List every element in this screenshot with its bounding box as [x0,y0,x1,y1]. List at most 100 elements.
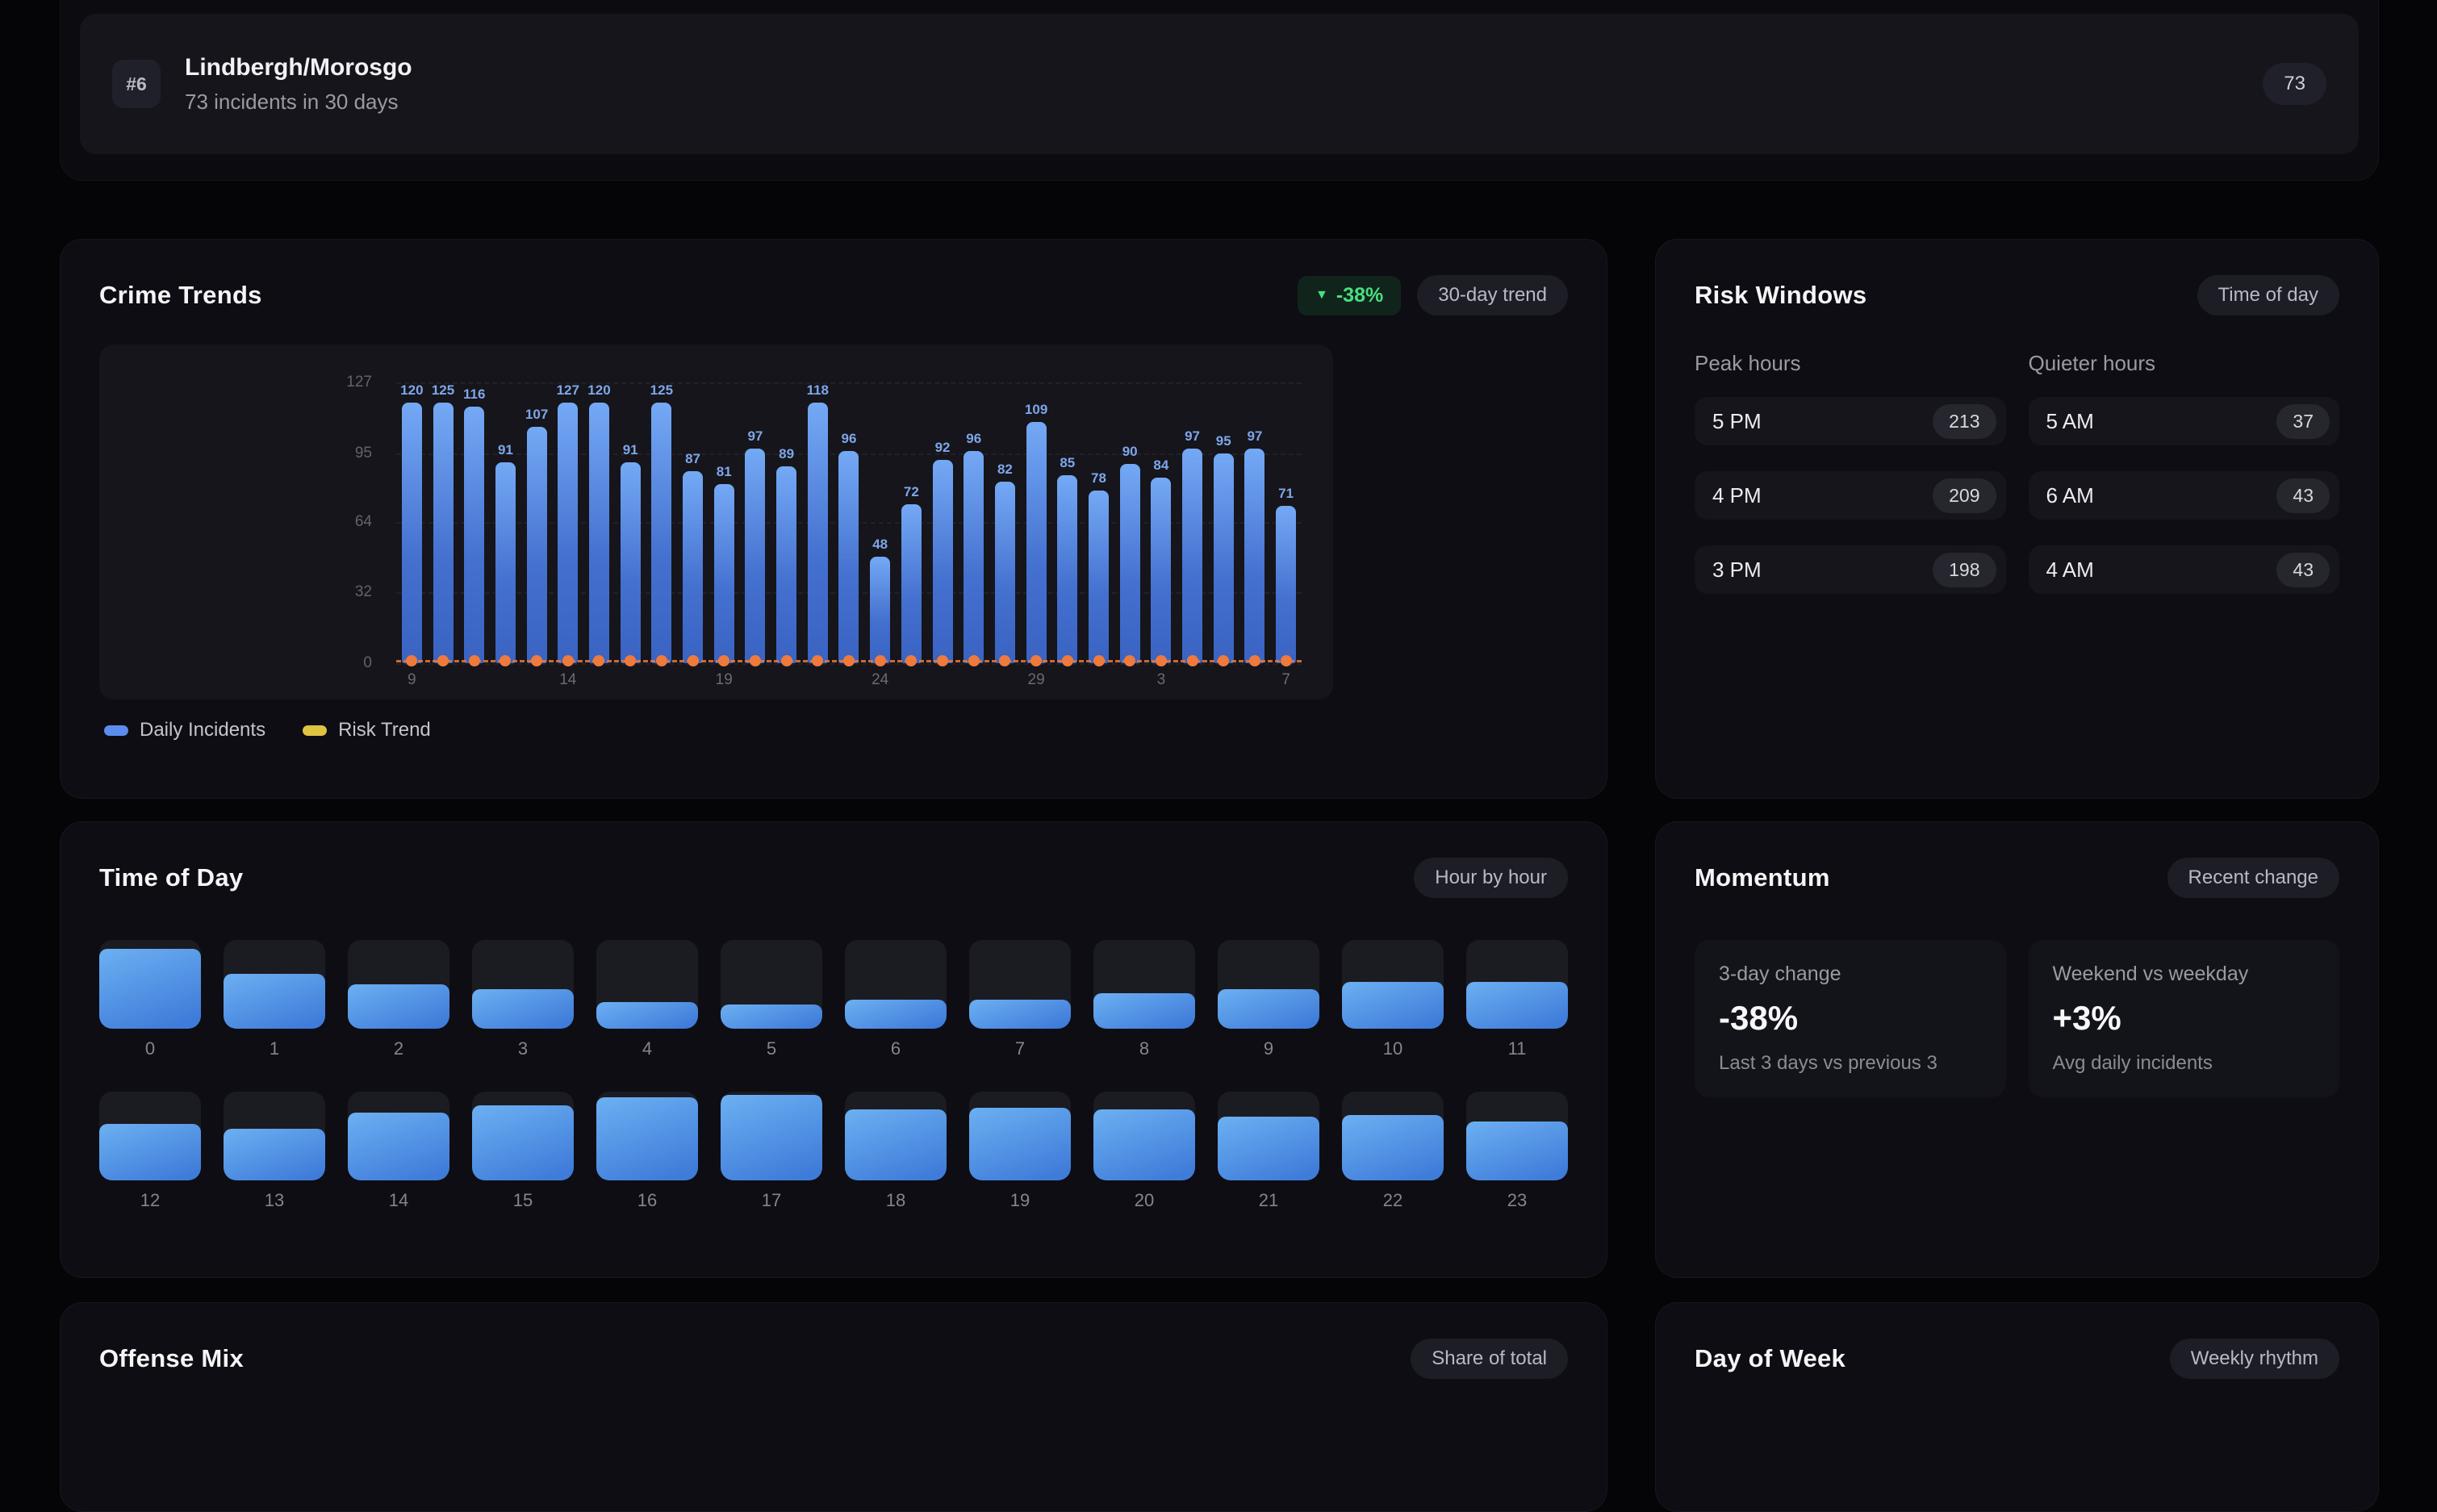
hour-activity-box[interactable] [1093,1092,1195,1180]
hour-activity-box[interactable] [845,1092,947,1180]
risk-column-header: Quieter hours [2028,351,2156,375]
incident-bar[interactable] [1213,453,1234,663]
hour-activity-box[interactable] [99,940,201,1029]
incident-bar[interactable] [651,403,672,663]
hour-activity-box[interactable] [348,940,449,1029]
bar-value-label: 78 [1091,470,1106,487]
change-badge: ▼ -38% [1298,275,1402,315]
incident-bar[interactable] [713,484,734,663]
hour-activity-box[interactable] [348,1092,449,1180]
hour-activity-box[interactable] [1342,1092,1444,1180]
incident-bar[interactable] [1088,491,1109,663]
hour-activity-box[interactable] [721,940,822,1029]
bar-value-label: 116 [463,386,486,403]
hour-label: 23 [1507,1190,1528,1210]
incident-bar[interactable] [1182,449,1203,663]
hour-activity-box[interactable] [224,940,325,1029]
incident-bar[interactable] [464,407,485,663]
incident-bar[interactable] [932,459,953,663]
day-of-week-header: Day of Week Weekly rhythm [1695,1339,2339,1379]
offense-mix-pill: Share of total [1411,1339,1568,1379]
incident-bar[interactable] [1057,475,1078,663]
incident-bar[interactable] [683,470,704,663]
risk-hour-count: 43 [2276,478,2330,513]
hour-activity-box[interactable] [472,1092,574,1180]
hour-activity-box[interactable] [1342,940,1444,1029]
hour-activity-box[interactable] [224,1092,325,1180]
hour-activity-fill [596,1002,698,1029]
incident-bar[interactable] [588,403,609,663]
hour-activity-box[interactable] [1466,1092,1568,1180]
incident-bar[interactable] [964,450,984,663]
bar-slot: 78 [1083,382,1114,663]
hour-activity-box[interactable] [721,1092,822,1180]
incident-bar[interactable] [1276,506,1297,663]
bars-layer: 120 125 116 91 107 127 120 91 125 87 81 97 89 118 96 48… [396,382,1302,663]
time-of-day-title: Time of Day [99,863,244,892]
incident-bar[interactable] [838,450,859,663]
incident-count-badge: 73 [2263,63,2326,105]
incident-bar[interactable] [870,557,891,663]
crime-trends-chart: 127 95 64 32 0 120 125 116 91 107 127 120 91 125 87 81… [99,345,1333,700]
incident-bar[interactable] [526,426,547,663]
hour-activity-box[interactable] [99,1092,201,1180]
gridline [396,663,1302,665]
hour-activity-box[interactable] [596,940,698,1029]
risk-hour-count: 213 [1933,403,1996,439]
incident-bar[interactable] [745,449,766,663]
x-axis-tick: 7 [1281,671,1290,688]
crime-trends-title: Crime Trends [99,281,262,309]
risk-hour-count: 209 [1933,478,1996,513]
bar-slot: 87 [677,382,709,663]
bar-value-label: 81 [716,464,732,480]
incident-bar[interactable] [433,403,454,663]
hour-cell: 9 [1218,940,1319,1059]
incident-bar[interactable] [776,466,797,663]
day-of-week-card: Day of Week Weekly rhythm [1655,1302,2379,1512]
incident-bar[interactable] [901,503,922,663]
bar-value-label: 109 [1024,402,1048,418]
hour-activity-box[interactable] [1218,1092,1319,1180]
hour-label: 2 [393,1038,404,1059]
incident-bar[interactable] [1151,477,1172,663]
hour-activity-fill [1342,981,1444,1029]
hour-activity-box[interactable] [596,1092,698,1180]
list-item-text: Lindbergh/Morosgo 73 incidents in 30 day… [185,54,412,115]
hour-cell: 7 [969,940,1071,1059]
bar-value-label: 97 [747,428,763,445]
hour-activity-box[interactable] [1093,940,1195,1029]
incident-bar[interactable] [401,403,422,663]
incident-bar[interactable] [1119,464,1140,663]
risk-hour-count: 37 [2276,403,2330,439]
incident-bar[interactable] [620,462,641,663]
hour-activity-box[interactable] [969,1092,1071,1180]
hour-label: 0 [144,1038,156,1059]
risk-column: Quieter hours 5 AM 37 6 AM 43 4 AM 43 [2028,351,2339,620]
legend-label: Daily Incidents [140,719,266,741]
bar-slot: 96 [834,382,865,663]
list-item[interactable]: #6 Lindbergh/Morosgo 73 incidents in 30 … [80,14,2359,154]
incident-bar[interactable] [807,403,828,663]
crime-trends-card: Crime Trends ▼ -38% 30-day trend 127 95 64… [60,239,1607,799]
hour-activity-box[interactable] [845,940,947,1029]
incident-bar[interactable] [1026,422,1047,663]
bar-value-label: 91 [497,441,513,457]
station-subtitle: 73 incidents in 30 days [185,89,399,114]
bar-slot: 72 [896,382,927,663]
hour-label: 13 [264,1190,285,1210]
risk-columns: Peak hours 5 PM 213 4 PM 209 3 PM 198 Quieter h… [1695,351,2339,620]
stat-value: +3% [2052,999,2121,1037]
incident-bar[interactable] [558,403,579,663]
hour-activity-box[interactable] [1218,940,1319,1029]
hour-activity-box[interactable] [969,940,1071,1029]
incident-bar[interactable] [994,482,1015,663]
hour-cell: 23 [1466,1092,1568,1211]
hour-cell: 18 [845,1092,947,1211]
hour-cell: 2 [348,940,449,1059]
chart-legend: Daily Incidents Risk Trend [99,719,1568,741]
incident-bar[interactable] [495,462,516,663]
bar-slot: 107 [521,382,553,663]
hour-activity-box[interactable] [472,940,574,1029]
incident-bar[interactable] [1244,449,1265,663]
hour-activity-box[interactable] [1466,940,1568,1029]
